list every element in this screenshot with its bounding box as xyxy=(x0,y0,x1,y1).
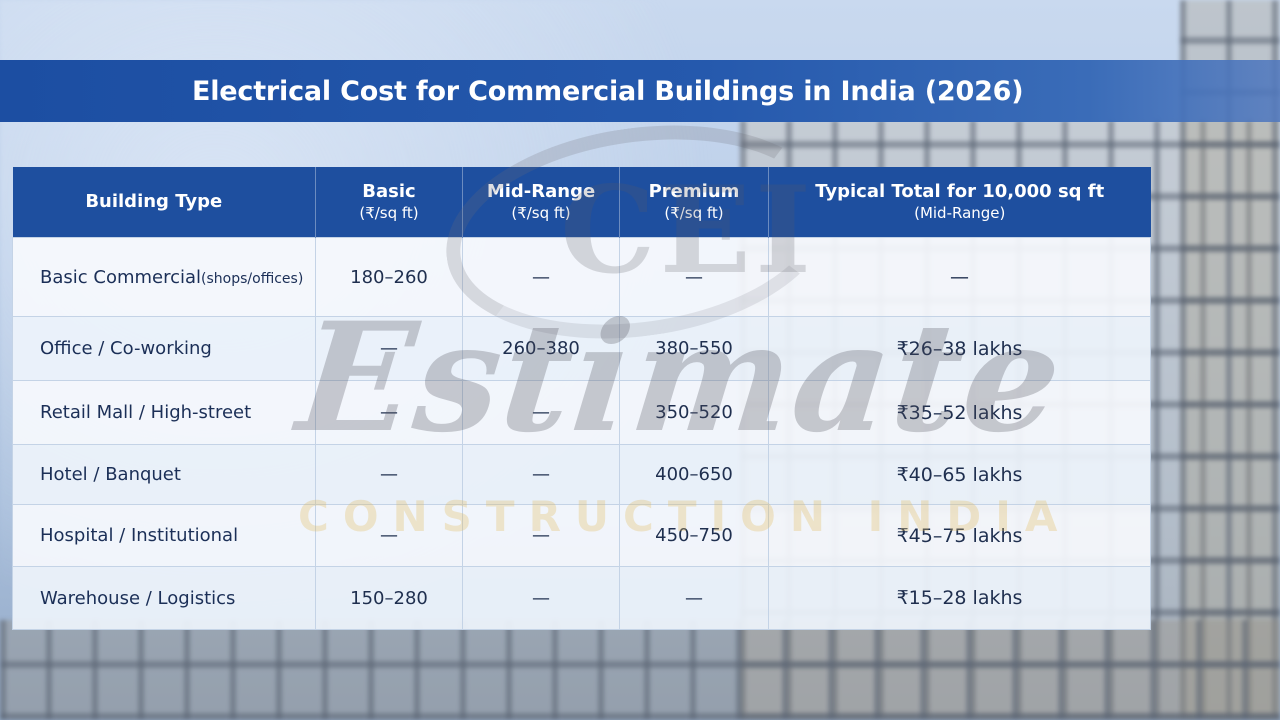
table-header-row: Building Type Basic (₹/sq ft) Mid-Range … xyxy=(12,167,1151,238)
cell-typical-total: ₹40–65 lakhs xyxy=(768,444,1151,505)
header-label: Typical Total for 10,000 sq ft xyxy=(815,181,1105,202)
cell-typical-total: ₹15–28 lakhs xyxy=(768,566,1151,630)
cost-table: Building Type Basic (₹/sq ft) Mid-Range … xyxy=(12,167,1151,630)
cell-building-type: Basic Commercial(shops/offices) xyxy=(12,237,316,317)
header-basic: Basic (₹/sq ft) xyxy=(315,167,463,238)
cell-mid-range: — xyxy=(462,504,620,567)
header-unit: (₹/sq ft) xyxy=(511,204,571,222)
cell-building-type: Retail Mall / High-street xyxy=(12,380,316,445)
cell-basic: — xyxy=(315,444,463,505)
cell-basic: — xyxy=(315,316,463,381)
cell-typical-total: ₹45–75 lakhs xyxy=(768,504,1151,567)
cell-mid-range: — xyxy=(462,444,620,505)
cell-mid-range: — xyxy=(462,237,620,317)
building-type-label: Basic Commercial xyxy=(40,266,202,288)
header-premium: Premium (₹/sq ft) xyxy=(619,167,769,238)
header-unit: (₹/sq ft) xyxy=(664,204,724,222)
cell-basic: — xyxy=(315,504,463,567)
cell-mid-range: — xyxy=(462,566,620,630)
header-label: Building Type xyxy=(85,191,223,212)
building-base xyxy=(0,620,1280,720)
cell-mid-range: 260–380 xyxy=(462,316,620,381)
cell-typical-total: ₹26–38 lakhs xyxy=(768,316,1151,381)
cell-premium: 350–520 xyxy=(619,380,769,445)
cell-premium: 400–650 xyxy=(619,444,769,505)
table-row: Basic Commercial(shops/offices) 180–260 … xyxy=(12,237,1151,317)
cell-premium: — xyxy=(619,566,769,630)
header-typical-total: Typical Total for 10,000 sq ft (Mid-Rang… xyxy=(768,167,1151,238)
header-unit: (₹/sq ft) xyxy=(359,204,419,222)
cell-typical-total: ₹35–52 lakhs xyxy=(768,380,1151,445)
cell-basic: — xyxy=(315,380,463,445)
building-type-note: (shops/offices) xyxy=(201,270,304,287)
table-row: Hotel / Banquet — — 400–650 ₹40–65 lakhs xyxy=(12,444,1151,505)
cell-premium: 380–550 xyxy=(619,316,769,381)
cell-building-type: Warehouse / Logistics xyxy=(12,566,316,630)
header-label: Mid-Range xyxy=(486,181,596,202)
cell-basic: 180–260 xyxy=(315,237,463,317)
cell-building-type: Hospital / Institutional xyxy=(12,504,316,567)
cell-mid-range: — xyxy=(462,380,620,445)
cell-typical-total: — xyxy=(768,237,1151,317)
title-bar: Electrical Cost for Commercial Buildings… xyxy=(0,60,1280,122)
cell-premium: 450–750 xyxy=(619,504,769,567)
header-label: Premium xyxy=(648,181,740,202)
table-row: Warehouse / Logistics 150–280 — — ₹15–28… xyxy=(12,566,1151,630)
page-title: Electrical Cost for Commercial Buildings… xyxy=(192,75,1024,107)
cell-building-type: Hotel / Banquet xyxy=(12,444,316,505)
cell-basic: 150–280 xyxy=(315,566,463,630)
table-row: Office / Co-working — 260–380 380–550 ₹2… xyxy=(12,316,1151,381)
header-unit: (Mid-Range) xyxy=(914,204,1006,222)
header-label: Basic xyxy=(362,181,416,202)
header-mid-range: Mid-Range (₹/sq ft) xyxy=(462,167,620,238)
cell-building-type: Office / Co-working xyxy=(12,316,316,381)
header-building-type: Building Type xyxy=(12,167,316,238)
cell-premium: — xyxy=(619,237,769,317)
table-row: Hospital / Institutional — — 450–750 ₹45… xyxy=(12,504,1151,567)
table-row: Retail Mall / High-street — — 350–520 ₹3… xyxy=(12,380,1151,445)
